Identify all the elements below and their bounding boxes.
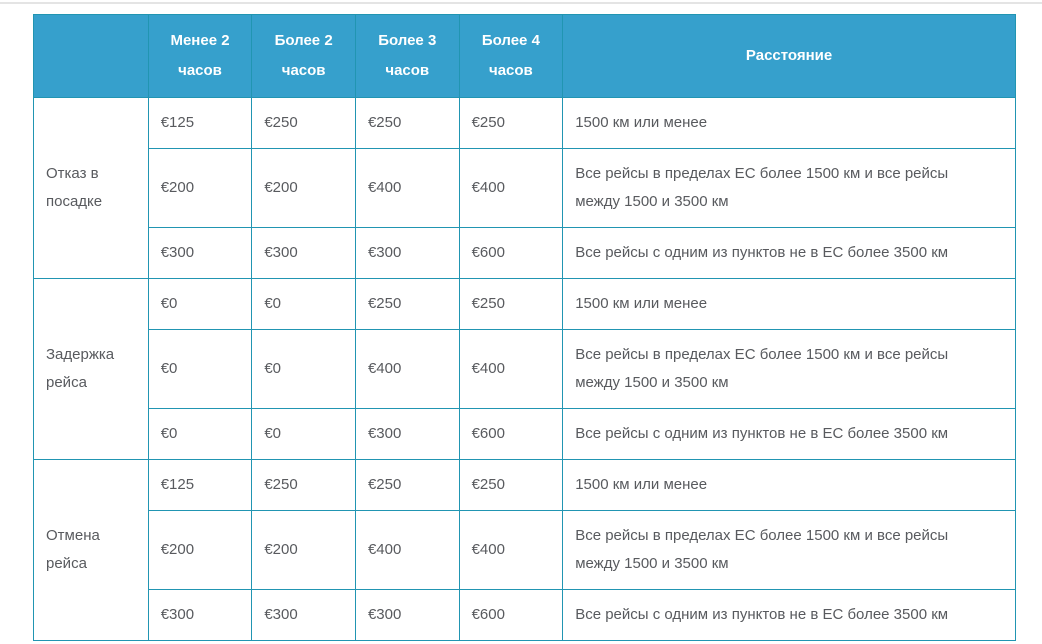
value-cell: €200 — [251, 510, 356, 590]
value-cell: €400 — [458, 148, 564, 228]
distance-cell: Все рейсы в пределах ЕС более 1500 км и … — [562, 148, 1016, 228]
distance-cell: Все рейсы в пределах ЕС более 1500 км и … — [562, 329, 1016, 409]
value-cell: €400 — [354, 148, 460, 228]
header-spacer — [33, 14, 149, 98]
distance-cell: 1500 км или менее — [562, 459, 1016, 511]
distance-cell: Все рейсы с одним из пунктов не в ЕС бол… — [562, 227, 1016, 279]
value-cell: €300 — [251, 589, 356, 641]
value-cell: €600 — [458, 227, 564, 279]
header-more-than-3-hours: Более 3 часов — [354, 14, 460, 98]
table-row: €300 €300 €300 €600 Все рейсы с одним из… — [34, 227, 1016, 279]
value-cell: €0 — [147, 408, 253, 460]
table-row: €300 €300 €300 €600 Все рейсы с одним из… — [34, 589, 1016, 641]
value-cell: €0 — [251, 278, 356, 330]
table-row: €200 €200 €400 €400 Все рейсы в пределах… — [34, 510, 1016, 590]
value-cell: €600 — [458, 589, 564, 641]
value-cell: €250 — [458, 459, 564, 511]
value-cell: €300 — [354, 408, 460, 460]
value-cell: €200 — [251, 148, 356, 228]
value-cell: €250 — [251, 97, 356, 149]
value-cell: €200 — [147, 148, 253, 228]
value-cell: €300 — [354, 227, 460, 279]
distance-cell: 1500 км или менее — [562, 97, 1016, 149]
value-cell: €250 — [458, 278, 564, 330]
table-row: Отмена рейса €125 €250 €250 €250 1500 км… — [33, 459, 1016, 641]
table-row: Задержка рейса €0 €0 €250 €250 1500 км и… — [33, 278, 1016, 460]
value-cell: €0 — [147, 329, 253, 409]
value-cell: €250 — [458, 97, 564, 149]
top-divider — [0, 2, 1042, 4]
value-cell: €300 — [354, 589, 460, 641]
flight-compensation-table: Менее 2 часов Более 2 часов Более 3 часо… — [33, 14, 1016, 641]
value-cell: €200 — [147, 510, 253, 590]
value-cell: €300 — [147, 589, 253, 641]
header-distance: Расстояние — [562, 14, 1016, 98]
value-cell: €400 — [354, 510, 460, 590]
distance-cell: Все рейсы с одним из пунктов не в ЕС бол… — [562, 408, 1016, 460]
value-cell: €300 — [147, 227, 253, 279]
value-cell: €0 — [251, 408, 356, 460]
table-row: €0 €0 €400 €400 Все рейсы в пределах ЕС … — [34, 329, 1016, 409]
distance-cell: 1500 км или менее — [562, 278, 1016, 330]
group-label-flight-cancellation: Отмена рейса — [33, 459, 149, 641]
value-cell: €600 — [458, 408, 564, 460]
value-cell: €250 — [354, 97, 460, 149]
value-cell: €300 — [251, 227, 356, 279]
value-cell: €250 — [354, 459, 460, 511]
value-cell: €125 — [147, 459, 253, 511]
distance-cell: Все рейсы в пределах ЕС более 1500 км и … — [562, 510, 1016, 590]
value-cell: €0 — [147, 278, 253, 330]
value-cell: €400 — [458, 329, 564, 409]
value-cell: €0 — [251, 329, 356, 409]
table-row: €0 €0 €300 €600 Все рейсы с одним из пун… — [34, 408, 1016, 460]
value-cell: €125 — [147, 97, 253, 149]
value-cell: €400 — [354, 329, 460, 409]
header-more-than-2-hours: Более 2 часов — [251, 14, 356, 98]
header-less-than-2-hours: Менее 2 часов — [147, 14, 253, 98]
distance-cell: Все рейсы с одним из пунктов не в ЕС бол… — [562, 589, 1016, 641]
table-row: Отказ в посадке €125 €250 €250 €250 1500… — [33, 97, 1016, 279]
group-label-flight-delay: Задержка рейса — [33, 278, 149, 460]
value-cell: €250 — [251, 459, 356, 511]
header-row: Менее 2 часов Более 2 часов Более 3 часо… — [33, 14, 1016, 98]
value-cell: €250 — [354, 278, 460, 330]
table-row: €200 €200 €400 €400 Все рейсы в пределах… — [34, 148, 1016, 228]
group-label-denied-boarding: Отказ в посадке — [33, 97, 149, 279]
header-more-than-4-hours: Более 4 часов — [458, 14, 564, 98]
value-cell: €400 — [458, 510, 564, 590]
